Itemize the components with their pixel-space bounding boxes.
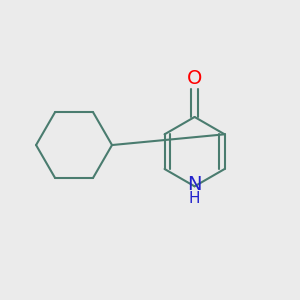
Text: N: N: [187, 175, 202, 194]
Text: H: H: [189, 191, 200, 206]
Text: O: O: [187, 69, 202, 88]
